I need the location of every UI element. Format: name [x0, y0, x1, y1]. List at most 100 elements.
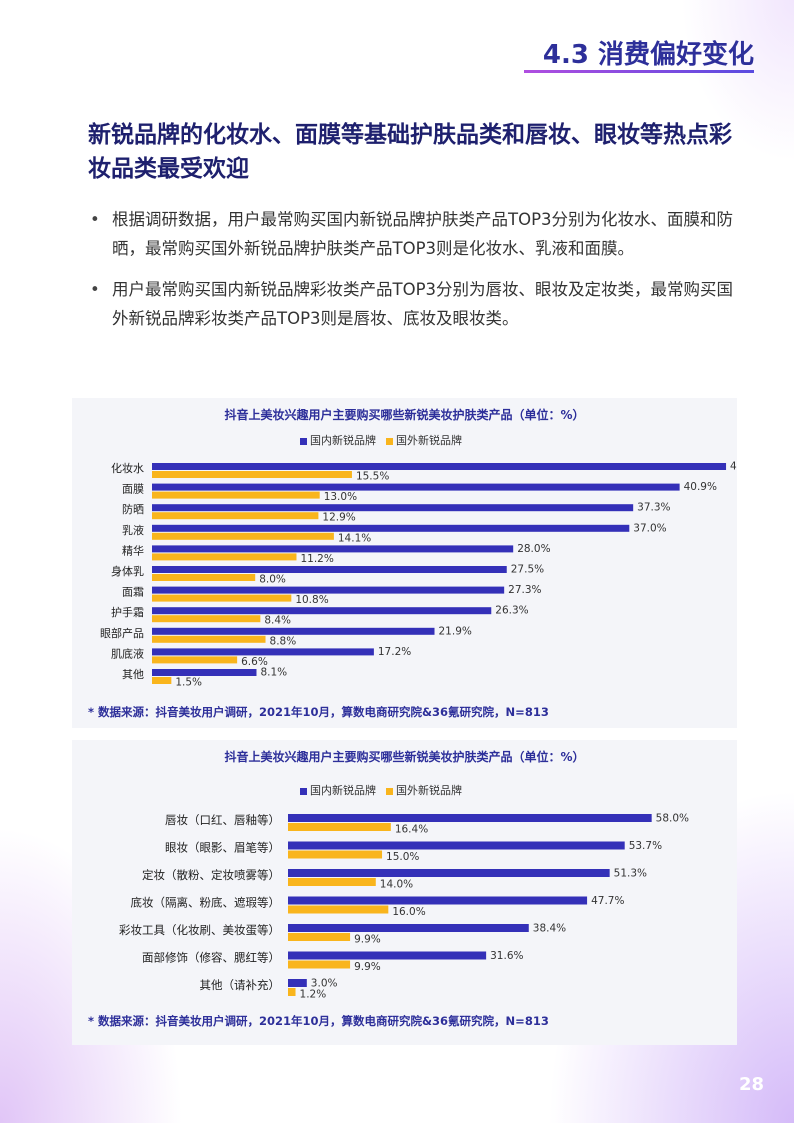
legend-swatch — [386, 437, 393, 445]
bar-domestic — [152, 524, 630, 532]
category-label: 眼妆（眼影、眉笔等） — [165, 841, 280, 855]
category-label: 肌底液 — [111, 646, 144, 660]
bar-foreign — [152, 491, 320, 499]
bar-domestic — [152, 669, 257, 676]
bar-foreign — [152, 532, 334, 540]
legend-item-foreign: 国外新锐品牌 — [386, 782, 462, 798]
bar-domestic — [288, 841, 625, 850]
value-label-domestic: 37.0% — [633, 522, 666, 534]
bar-domestic — [152, 566, 507, 573]
value-label-foreign: 14.1% — [338, 532, 371, 544]
value-label-foreign: 13.0% — [324, 491, 357, 503]
value-label-domestic: 40.9% — [684, 481, 717, 493]
value-label-foreign: 9.9% — [354, 961, 381, 973]
category-label: 底妆（隔离、粉底、遮瑕等） — [131, 896, 281, 910]
legend-label: 国外新锐品牌 — [396, 434, 462, 447]
value-label-domestic: 27.3% — [508, 584, 541, 596]
legend-label: 国内新锐品牌 — [310, 784, 376, 797]
bar-domestic — [288, 979, 307, 987]
category-label: 面霜 — [122, 586, 144, 599]
legend-item-domestic: 国内新锐品牌 — [300, 782, 376, 798]
value-label-domestic: 8.1% — [260, 667, 287, 679]
legend-label: 国内新锐品牌 — [310, 434, 376, 447]
category-label: 身体乳 — [111, 564, 144, 578]
bar-chart-makeup: 唇妆（口红、唇釉等） 58.0% 16.4% 眼妆（眼影、眉笔等） 53.7% 15.0%… — [119, 813, 689, 1001]
value-label-foreign: 11.2% — [300, 553, 333, 565]
bar-foreign — [152, 471, 352, 478]
value-label-foreign: 6.6% — [241, 656, 268, 668]
value-label-foreign: 9.9% — [354, 934, 381, 946]
bullet-list: 根据调研数据，用户最常购买国内新锐品牌护肤类产品TOP3分别为化妆水、面膜和防晒… — [88, 205, 738, 345]
category-label: 护手霜 — [111, 605, 144, 619]
category-label: 其他（请补充） — [200, 978, 281, 992]
legend-swatch — [300, 787, 307, 795]
value-label-foreign: 16.0% — [392, 906, 425, 918]
bar-foreign — [288, 905, 389, 914]
value-label-foreign: 8.8% — [270, 635, 297, 647]
value-label-foreign: 15.0% — [386, 851, 419, 863]
bar-foreign — [152, 656, 238, 664]
category-label: 唇妆（口红、唇釉等） — [165, 813, 280, 827]
value-label-foreign: 8.4% — [264, 615, 291, 627]
bar-foreign — [152, 574, 256, 581]
legend-swatch — [300, 437, 307, 445]
value-label-domestic: 26.3% — [495, 605, 528, 617]
category-label: 精华 — [122, 543, 144, 557]
bullet-item: 用户最常购买国内新锐品牌彩妆类产品TOP3分别为唇妆、眼妆及定妆类，最常购买国外… — [88, 275, 738, 333]
bar-domestic — [152, 648, 374, 656]
value-label-foreign: 14.0% — [380, 879, 413, 891]
bar-domestic — [288, 924, 529, 932]
chart-legend: 国内新锐品牌 国外新锐品牌 — [300, 782, 462, 798]
value-label-domestic: 28.0% — [517, 543, 550, 555]
chart-title: 抖音上美妆兴趣用户主要购买哪些新锐美妆护肤类产品（单位：%） — [224, 408, 585, 422]
section-title-underline — [524, 70, 754, 73]
legend-item-domestic: 国内新锐品牌 — [300, 432, 376, 448]
category-label: 眼部产品 — [100, 626, 144, 640]
bar-foreign — [288, 878, 376, 886]
value-label-domestic: 44.5% — [730, 461, 737, 473]
bar-domestic — [288, 896, 588, 905]
bar-domestic — [152, 504, 634, 512]
legend-item-foreign: 国外新锐品牌 — [386, 432, 462, 448]
chart-title: 抖音上美妆兴趣用户主要购买哪些新锐美妆护肤类产品（单位：%） — [224, 750, 585, 764]
bar-foreign — [152, 677, 172, 684]
value-label-domestic: 21.9% — [439, 625, 472, 637]
value-label-foreign: 10.8% — [295, 594, 328, 606]
value-label-domestic: 37.3% — [637, 502, 670, 514]
chart-source: * 数据来源：抖音美妆用户调研，2021年10月，算数电商研究院&36氪研究院，… — [88, 1014, 549, 1028]
bar-domestic — [288, 951, 487, 960]
bar-foreign — [288, 850, 383, 859]
headline: 新锐品牌的化妆水、面膜等基础护肤品类和唇妆、眼妆等热点彩妆品类最受欢迎 — [88, 122, 732, 182]
bar-foreign — [152, 512, 319, 520]
page-number: 28 — [738, 1074, 764, 1095]
category-label: 其他 — [122, 668, 144, 681]
value-label-domestic: 31.6% — [490, 950, 523, 962]
value-label-domestic: 17.2% — [378, 646, 411, 658]
value-label-domestic: 53.7% — [629, 840, 662, 852]
chart-panel-skincare: 抖音上美妆兴趣用户主要购买哪些新锐美妆护肤类产品（单位：%） 国内新锐品牌 国外… — [72, 398, 737, 728]
category-label: 定妆（散粉、定妆喷雾等） — [142, 868, 280, 882]
bar-foreign — [152, 615, 261, 623]
category-label: 面部修饰（修容、腮红等） — [142, 951, 280, 965]
category-label: 防晒 — [122, 502, 144, 516]
value-label-domestic: 47.7% — [591, 895, 624, 907]
value-label-domestic: 38.4% — [533, 923, 566, 935]
value-label-domestic: 27.5% — [511, 564, 544, 576]
value-label-foreign: 12.9% — [322, 512, 355, 524]
bar-chart-skincare: 化妆水 44.5% 15.5% 面膜 40.9% 13.0% 防晒 37.3% 12.9% 乳液 3… — [100, 461, 737, 689]
legend-swatch — [386, 787, 393, 795]
value-label-domestic: 3.0% — [311, 978, 338, 990]
chart-legend: 国内新锐品牌 国外新锐品牌 — [300, 432, 462, 448]
bar-foreign — [288, 988, 296, 996]
bar-domestic — [288, 814, 652, 822]
category-label: 面膜 — [122, 483, 144, 496]
bar-foreign — [288, 823, 391, 831]
category-label: 乳液 — [122, 523, 144, 537]
category-label: 彩妆工具（化妆刷、美妆蛋等） — [119, 923, 280, 937]
value-label-foreign: 1.5% — [175, 677, 202, 689]
bar-domestic — [152, 545, 514, 553]
value-label-domestic: 58.0% — [656, 813, 689, 825]
value-label-foreign: 8.0% — [259, 574, 286, 586]
bar-domestic — [152, 483, 680, 491]
bar-domestic — [152, 607, 492, 615]
